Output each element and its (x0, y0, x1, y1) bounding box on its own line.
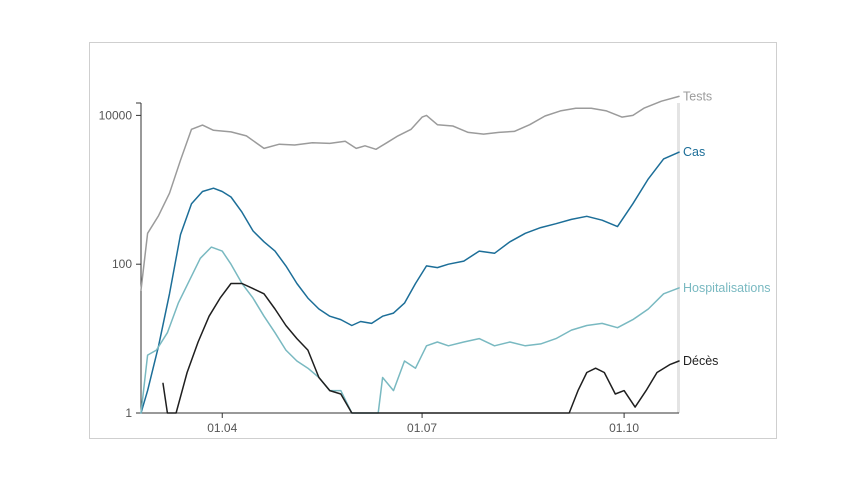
series-line-tests (140, 95, 680, 291)
series-line-cas (140, 151, 680, 414)
series-label-deces: Décès (683, 354, 718, 368)
series-label-cas: Cas (683, 145, 705, 159)
y-tick-label: 100 (112, 257, 132, 271)
series-line-deces (162, 282, 680, 414)
chart-frame (89, 42, 777, 439)
x-tick-label: 01.04 (207, 421, 237, 435)
series-labels: Tests Cas Hospitalisations Décès (683, 89, 771, 368)
x-tick-label: 01.10 (609, 421, 639, 435)
series-label-hospitalisations: Hospitalisations (683, 281, 771, 295)
y-tick-label: 1 (125, 406, 132, 420)
series-lines (140, 95, 680, 414)
x-tick-label: 01.07 (407, 421, 437, 435)
x-axis: 01.04 01.07 01.10 (141, 412, 679, 435)
series-line-hospitalisations (140, 246, 680, 414)
series-label-tests: Tests (683, 89, 712, 103)
current-date-marker (677, 103, 680, 413)
y-tick-label: 10000 (99, 108, 133, 122)
y-axis: 10000 100 1 (99, 102, 142, 420)
